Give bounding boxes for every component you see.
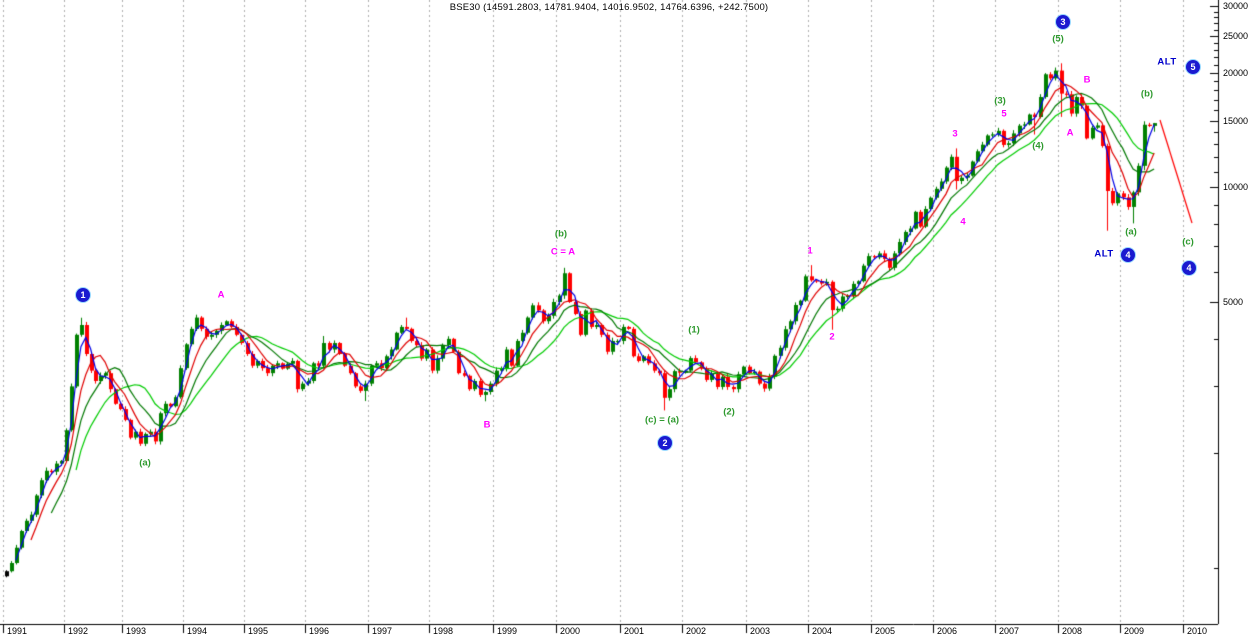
x-axis-year-label: 1993 [126, 626, 147, 636]
x-axis-year-label: 1998 [433, 626, 454, 636]
x-axis-year-label: 2008 [1062, 626, 1083, 636]
wave-label-green[interactable]: (3) [994, 95, 1006, 107]
x-axis-year-label: 2004 [812, 626, 833, 636]
x-axis-year-label: 1995 [248, 626, 269, 636]
wave-label-magenta[interactable]: B [1083, 74, 1091, 86]
chart-title: BSE30 (14591.2803, 14781.9404, 14016.950… [449, 2, 769, 13]
wave-marker-circled-2[interactable]: 2 [658, 436, 672, 450]
wave-marker-circled-5[interactable]: 5 [1186, 60, 1200, 74]
wave-label-magenta[interactable]: 5 [1001, 108, 1007, 120]
x-axis-year-label: 2010 [1187, 626, 1208, 636]
wave-label-magenta[interactable]: 2 [829, 331, 835, 343]
alt-count-label[interactable]: ALT [1094, 248, 1114, 260]
x-axis-year-label: 1999 [497, 626, 518, 636]
x-axis-year-label: 1996 [309, 626, 330, 636]
y-axis-price-label: 25000 [1223, 31, 1249, 42]
x-axis-year-label: 2001 [624, 626, 645, 636]
wave-label-green[interactable]: (b) [1140, 88, 1154, 100]
wave-label-green[interactable]: (a) [1125, 226, 1137, 238]
x-axis-year-label: 2002 [686, 626, 707, 636]
y-axis-price-label: 20000 [1223, 67, 1249, 78]
x-axis-year-label: 1997 [372, 626, 393, 636]
wave-label-magenta[interactable]: 3 [952, 128, 958, 140]
x-axis-year-label: 2009 [1124, 626, 1145, 636]
wave-label-magenta[interactable]: 1 [807, 245, 813, 257]
wave-label-green[interactable]: (c) = (a) [644, 414, 680, 426]
wave-marker-circled-1[interactable]: 1 [76, 288, 90, 302]
x-axis-year-label: 2007 [999, 626, 1020, 636]
wave-label-green[interactable]: (4) [1032, 140, 1044, 152]
wave-marker-circled-4[interactable]: 4 [1121, 248, 1135, 262]
x-axis-year-label: 1991 [7, 626, 28, 636]
x-axis-year-label: 2005 [875, 626, 896, 636]
wave-label-green[interactable]: (2) [723, 406, 735, 418]
wave-label-magenta[interactable]: A [217, 289, 225, 301]
y-axis-price-label: 5000 [1223, 297, 1244, 307]
y-axis-price-label: 15000 [1223, 115, 1249, 126]
wave-marker-circled-4[interactable]: 4 [1182, 261, 1196, 275]
wave-label-magenta[interactable]: B [483, 419, 491, 431]
wave-label-magenta[interactable]: 4 [960, 216, 966, 228]
alt-count-label[interactable]: ALT [1157, 56, 1177, 68]
wave-label-magenta[interactable]: A [1066, 127, 1074, 139]
wave-label-green[interactable]: (5) [1052, 33, 1064, 45]
wave-label-magenta[interactable]: C = A [550, 246, 576, 258]
x-axis-year-label: 2006 [937, 626, 958, 636]
wave-marker-circled-3[interactable]: 3 [1056, 15, 1070, 29]
x-axis-year-label: 2000 [560, 626, 581, 636]
wave-label-green[interactable]: (1) [688, 324, 700, 336]
x-axis-year-label: 2003 [750, 626, 771, 636]
wave-label-green[interactable]: (c) [1182, 236, 1194, 248]
wave-label-green[interactable]: (a) [139, 457, 151, 469]
x-axis-year-label: 1994 [187, 626, 208, 636]
wave-label-green[interactable]: (b) [554, 228, 568, 240]
y-axis-price-label: 10000 [1223, 182, 1249, 193]
y-axis-price-label: 30000 [1223, 0, 1249, 11]
x-axis-year-label: 1992 [68, 626, 89, 636]
